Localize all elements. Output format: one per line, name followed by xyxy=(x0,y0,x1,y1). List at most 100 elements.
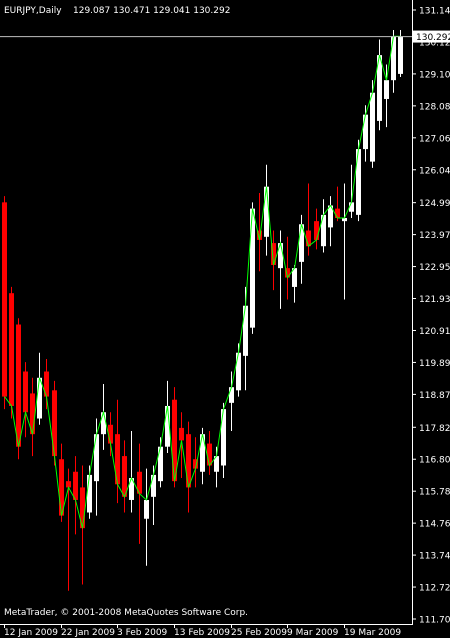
y-tick-label: 113.740 xyxy=(419,552,450,562)
candle xyxy=(349,164,354,219)
candle xyxy=(52,380,57,466)
y-tick-label: 117.820 xyxy=(419,424,450,434)
candle-body xyxy=(391,36,396,81)
y-tick-label: 122.950 xyxy=(419,263,450,273)
x-ticks: 12 Jan 2009 22 Jan 2009 3 Feb 2009 13 Feb 2… xyxy=(4,624,401,638)
candle-body xyxy=(129,478,134,500)
candle-body xyxy=(30,393,35,435)
candle xyxy=(285,236,290,300)
candle xyxy=(377,39,382,131)
candle-body xyxy=(108,424,113,444)
candle-body xyxy=(278,243,283,269)
candle xyxy=(73,456,78,535)
candle-body xyxy=(377,55,382,121)
candle xyxy=(335,186,340,222)
candle-body xyxy=(229,387,234,403)
candle-body xyxy=(257,230,262,240)
candle xyxy=(250,202,255,334)
x-tick-label: 3 Feb 2009 xyxy=(117,628,168,638)
candle-body xyxy=(16,324,21,447)
candle xyxy=(306,183,311,256)
chart-symbol: EURJPY,Daily xyxy=(4,6,62,16)
candle-body xyxy=(356,149,361,215)
candle-body xyxy=(243,305,248,356)
candle xyxy=(257,192,262,272)
y-tick-label: 118.870 xyxy=(419,391,450,401)
candle-body xyxy=(87,474,92,513)
candle-body xyxy=(292,268,297,287)
candle xyxy=(2,196,7,410)
candle-body xyxy=(398,36,403,74)
candle-body xyxy=(144,499,149,519)
candle-body xyxy=(122,456,127,497)
candle xyxy=(44,358,49,410)
y-tick-label: 120.910 xyxy=(419,327,450,337)
candle xyxy=(229,371,234,432)
candle xyxy=(391,30,396,93)
candle-body xyxy=(23,371,28,413)
candle xyxy=(30,377,35,457)
candle-body xyxy=(165,405,170,447)
candle-body xyxy=(299,224,304,262)
candle xyxy=(370,80,375,168)
candle xyxy=(9,286,14,419)
candle xyxy=(37,352,42,425)
y-tick-label: 124.990 xyxy=(419,199,450,209)
copyright-text: MetaTrader, © 2001-2008 MetaQuotes Softw… xyxy=(4,608,248,618)
chart-ohlc: 129.087 130.471 129.041 130.292 xyxy=(73,6,230,16)
candle xyxy=(193,437,198,488)
candle xyxy=(165,380,170,453)
candle xyxy=(179,412,184,479)
candle-body xyxy=(200,434,205,472)
y-tick-label: 121.930 xyxy=(419,295,450,305)
y-tick-label: 119.890 xyxy=(419,359,450,369)
candle xyxy=(23,362,28,438)
candle-body xyxy=(44,371,49,397)
candle xyxy=(314,208,319,250)
candle-body xyxy=(9,293,14,406)
y-tick-label: 112.720 xyxy=(419,584,450,594)
y-tick-label: 116.800 xyxy=(419,456,450,466)
candle-body xyxy=(80,487,85,529)
current-price-marker: 130.292 xyxy=(0,30,450,43)
candle xyxy=(172,387,177,488)
line-layer xyxy=(4,35,401,529)
candle-body xyxy=(321,214,326,247)
candle-body xyxy=(250,208,255,328)
candle xyxy=(144,468,149,566)
candle-body xyxy=(137,471,142,494)
x-tick-label: 13 Feb 2009 xyxy=(174,628,230,638)
candle-body xyxy=(158,446,163,482)
candle xyxy=(342,183,347,300)
x-tick-label: 19 Mar 2009 xyxy=(344,628,401,638)
candle-body xyxy=(207,443,212,466)
x-tick-label: 12 Jan 2009 xyxy=(4,628,58,638)
candle-body xyxy=(221,409,226,466)
candle xyxy=(221,402,226,479)
candle-body xyxy=(314,221,319,240)
candle-body xyxy=(193,459,198,469)
candle-body xyxy=(2,202,7,397)
candle-body xyxy=(370,92,375,162)
candle-body xyxy=(384,80,389,99)
candle-body xyxy=(363,114,368,150)
y-tick-label: 129.100 xyxy=(419,70,450,80)
candle-body xyxy=(179,427,184,441)
y-tick-label: 115.780 xyxy=(419,488,450,498)
candle-body xyxy=(349,202,354,212)
y-tick-label: 114.760 xyxy=(419,520,450,530)
candle xyxy=(115,399,120,504)
y-ticks: 131.140 130.120 129.100 128.080 127.060 126.0… xyxy=(412,7,450,626)
y-tick-label: 131.140 xyxy=(419,7,450,17)
candle-body xyxy=(342,218,347,222)
candle-body xyxy=(101,412,106,435)
candle xyxy=(186,421,191,513)
candle-body xyxy=(172,399,177,482)
x-tick-label: 22 Jan 2009 xyxy=(61,628,115,638)
candle xyxy=(321,199,326,253)
candle xyxy=(398,30,403,78)
candle xyxy=(264,164,269,256)
candle xyxy=(292,265,297,303)
